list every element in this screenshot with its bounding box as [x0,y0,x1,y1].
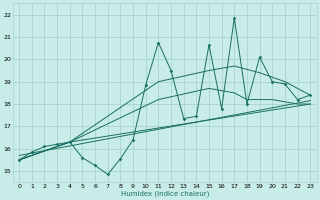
X-axis label: Humidex (Indice chaleur): Humidex (Indice chaleur) [121,190,209,197]
